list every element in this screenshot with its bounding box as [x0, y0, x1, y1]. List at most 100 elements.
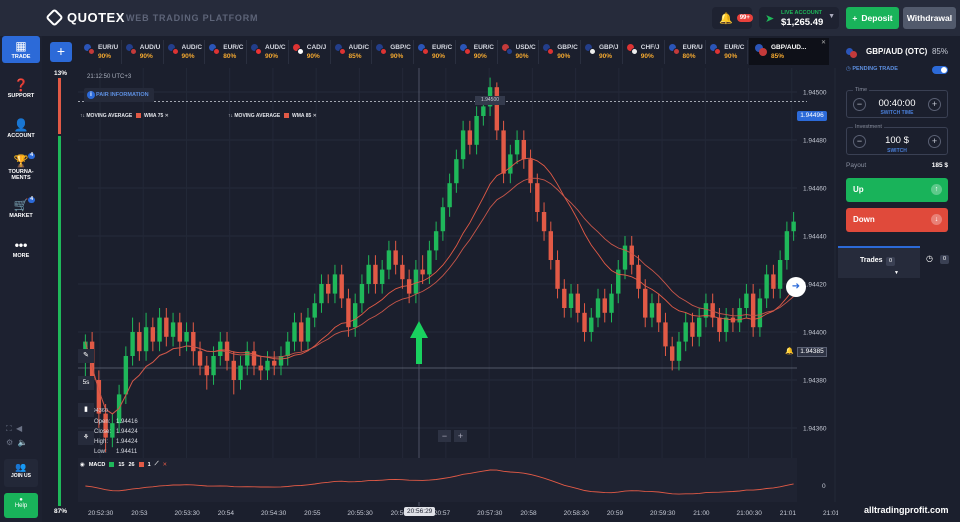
x-tick-label: 20:57 — [434, 510, 451, 517]
asset-tab[interactable]: USD/C 90% — [498, 40, 540, 64]
add-asset-button[interactable]: + — [50, 42, 72, 62]
x-tick-label: 21:01 — [780, 510, 797, 517]
sidebar-item-support[interactable]: ❓ SUPPORT — [2, 78, 40, 99]
tab-trades[interactable]: Trades 0 ▼ — [838, 246, 920, 278]
time-caption: Time — [853, 87, 870, 93]
asset-tab[interactable]: EUR/C 90% — [706, 40, 748, 64]
join-us-button[interactable]: 👥 JOIN US — [4, 459, 38, 487]
selected-asset-name: GBP/AUD (OTC) — [866, 47, 928, 56]
help-dot-icon: ● — [19, 497, 23, 503]
candle-body — [447, 183, 452, 208]
candle-body — [164, 317, 169, 337]
asset-tab[interactable]: GBP/C 90% — [372, 40, 414, 64]
x-tick-label: 20:53:30 — [174, 510, 200, 517]
sentiment-bar-green — [58, 136, 61, 506]
paper-plane-icon: ➤ — [765, 13, 775, 25]
timeframe-button[interactable]: 5s — [78, 376, 94, 390]
tab-pending-trades[interactable]: ◷ 0 — [920, 246, 956, 278]
time-increase-button[interactable]: + — [928, 98, 941, 111]
price-chart[interactable]: 1.94500 1.94480 1.94460 1.94440 1.94420 1.944… — [42, 66, 838, 522]
asset-tab[interactable]: EUR/C 80% — [205, 40, 247, 64]
up-button[interactable]: Up ↑ — [846, 178, 948, 202]
candle-body — [555, 260, 560, 289]
macd-legend[interactable]: ◉ MACD 15 26 1 ⟋ ✕ — [80, 461, 167, 468]
asset-tab[interactable]: EUR/C 90% — [456, 40, 498, 64]
asset-tab-payout: 80% — [223, 53, 237, 60]
close-icon[interactable]: ✕ — [162, 461, 168, 468]
selected-asset[interactable]: GBP/AUD (OTC) 85% — [838, 44, 956, 58]
asset-tab[interactable]: GBP/J 90% — [581, 40, 623, 64]
asset-tab[interactable]: AUD/C 85% — [331, 40, 373, 64]
candle-body — [643, 288, 648, 318]
sidebar-item-account[interactable]: 👤 ACCOUNT — [2, 118, 40, 139]
candle-body — [191, 332, 196, 352]
asset-tab[interactable]: EUR/U 90% — [80, 40, 122, 64]
account-balance: $1,265.49 — [781, 17, 824, 28]
candle-body — [683, 322, 688, 342]
zoom-out-button[interactable]: − — [438, 430, 451, 442]
time-value[interactable]: 00:40:00 — [878, 98, 916, 109]
candle-body — [420, 269, 425, 275]
asset-tab-payout: 90% — [181, 53, 195, 60]
withdraw-button[interactable]: Withdrawal — [903, 7, 956, 29]
notifications-button[interactable]: 🔔 99+ — [712, 7, 753, 29]
edit-icon[interactable]: ⟋ — [154, 461, 159, 467]
scroll-to-latest-button[interactable]: ➜ — [786, 277, 806, 297]
close-icon[interactable]: ✕ — [312, 113, 317, 119]
asset-tab[interactable]: AUD/U 90% — [122, 40, 164, 64]
investment-increase-button[interactable]: + — [928, 135, 941, 148]
chart-type-button[interactable]: ▮ — [78, 403, 94, 417]
investment-decrease-button[interactable]: − — [853, 135, 866, 148]
asset-tab-symbol: AUD/C — [181, 44, 203, 51]
x-tick-label: 20:53 — [131, 510, 148, 517]
indicator-wma-85[interactable]: ↑↓ MOVING AVERAGE WMA 85 ✕ — [228, 113, 317, 119]
sidebar-item-more[interactable]: ••• MORE — [2, 238, 40, 259]
asset-tab[interactable]: GBP/C 90% — [539, 40, 581, 64]
candle-body — [299, 322, 304, 342]
entry-arrow-icon — [410, 321, 428, 364]
candle-body — [629, 245, 634, 265]
flag-icon — [255, 48, 262, 55]
x-tick-label: 20:58 — [520, 510, 537, 517]
account-switcher[interactable]: ➤ LIVE ACCOUNT $1,265.49 ▼ — [759, 7, 839, 29]
settings-icon[interactable]: ⚙ 🔈 — [6, 438, 28, 447]
close-icon[interactable]: ✕ — [164, 113, 169, 119]
investment-value[interactable]: 100 $ — [885, 135, 909, 146]
asset-tab[interactable]: AUD/C 90% — [164, 40, 206, 64]
close-icon[interactable]: ✕ — [820, 40, 826, 46]
trades-label: Trades — [860, 257, 883, 264]
deposit-button[interactable]: + Deposit — [846, 7, 899, 29]
sidebar-item-market[interactable]: 🛒 4 MARKET — [2, 196, 40, 219]
chevron-down-icon: ▼ — [828, 13, 835, 20]
asset-tab[interactable]: CAD/J 90% — [289, 40, 331, 64]
indicators-button[interactable]: ⚘ — [78, 431, 94, 445]
asset-tab[interactable]: CHF/J 90% — [623, 40, 665, 64]
notification-badge: 99+ — [736, 14, 753, 22]
candle-body — [541, 212, 547, 232]
pair-information-button[interactable]: PAIR INFORMATION — [84, 88, 154, 102]
active-asset-tab[interactable]: GBP/AUD... 85% ✕ — [749, 38, 829, 65]
indicator-period: 75 — [157, 113, 164, 119]
time-decrease-button[interactable]: − — [853, 98, 866, 111]
fullscreen-icon[interactable]: ⛶ ◀ — [6, 424, 23, 433]
brand-logo[interactable]: QUOTEX — [45, 8, 125, 27]
asset-tab[interactable]: EUR/C 90% — [414, 40, 456, 64]
asset-tabs: EUR/U 90% AUD/U 90% AUD/C 90% EUR/C 80% AUD/C 90%… — [80, 40, 748, 64]
down-button[interactable]: Down ↓ — [846, 208, 948, 232]
candle-body — [285, 341, 290, 356]
asset-tab[interactable]: EUR/U 80% — [665, 40, 707, 64]
asset-tab-payout: 90% — [724, 53, 738, 60]
sidebar-item-tournaments[interactable]: 🏆 4 TOURNA-MENTS — [2, 152, 40, 182]
sidebar-item-trade[interactable]: ▦ TRADE — [2, 36, 40, 64]
candle-body — [582, 312, 587, 332]
indicator-wma-75[interactable]: ↑↓ MOVING AVERAGE WMA 75 ✕ — [80, 113, 169, 119]
switch-button[interactable]: SWITCH — [887, 148, 907, 154]
pending-trade-toggle[interactable] — [932, 66, 948, 74]
zoom-in-button[interactable]: + — [454, 430, 467, 442]
price-alert-bell-icon[interactable]: 🔔 — [785, 348, 794, 355]
draw-tool-button[interactable]: ✎ — [78, 349, 94, 363]
asset-tab[interactable]: AUD/C 90% — [247, 40, 289, 64]
help-button[interactable]: ● Help — [4, 493, 38, 518]
candle-body — [454, 159, 459, 184]
switch-time-button[interactable]: SWITCH TIME — [880, 110, 914, 116]
